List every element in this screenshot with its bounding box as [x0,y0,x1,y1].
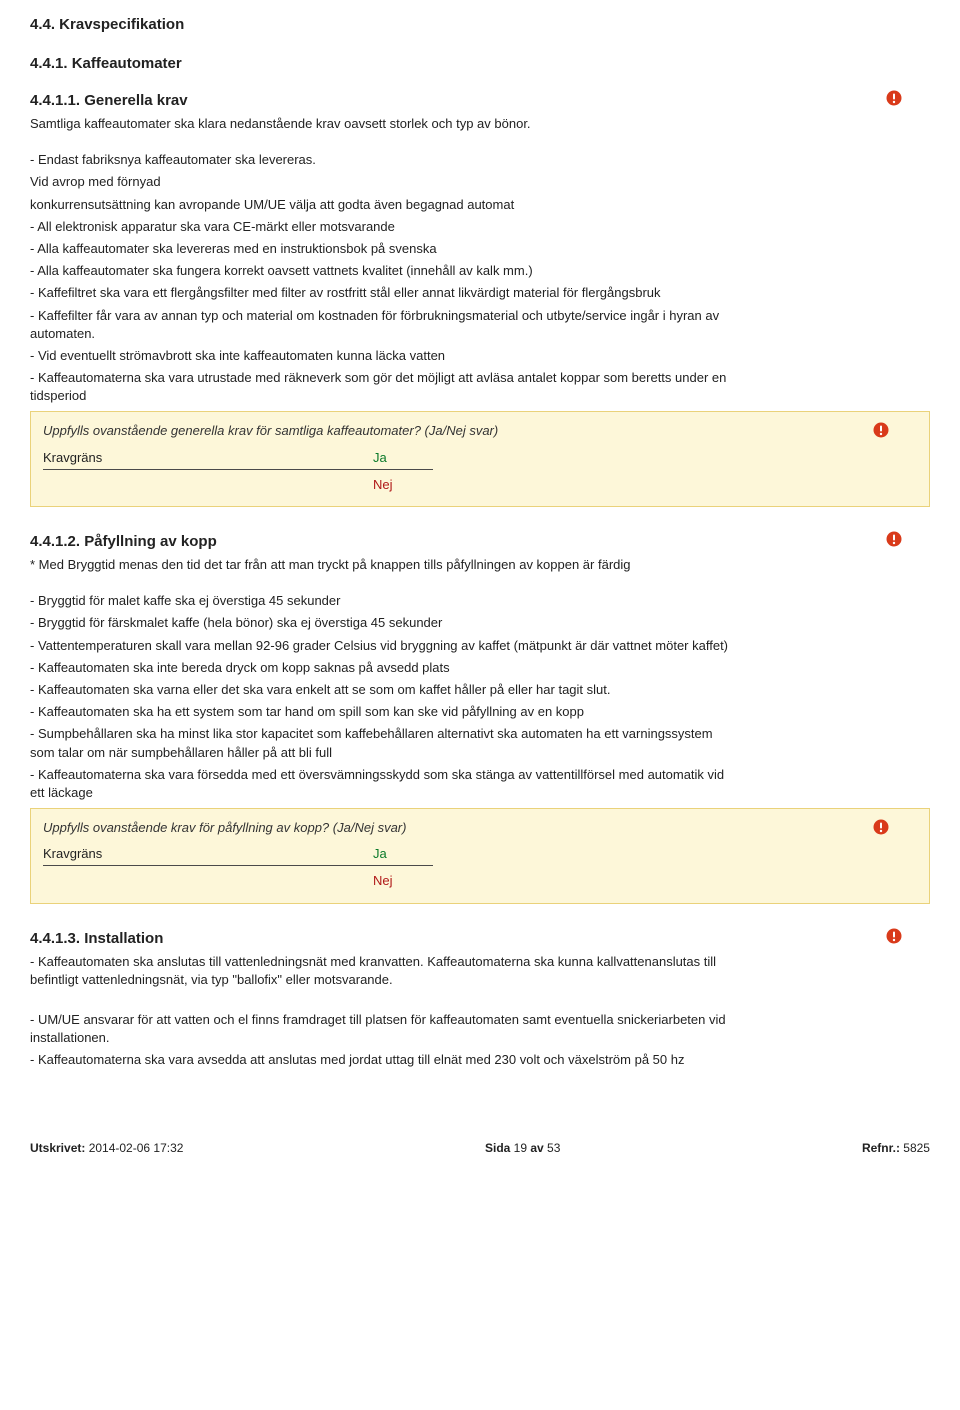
section-4413-title: 4.4.1.3. Installation [30,928,163,949]
footer-ref-value: 5825 [900,1141,930,1155]
footer-printed: Utskrivet: 2014-02-06 17:32 [30,1140,183,1157]
page-footer: Utskrivet: 2014-02-06 17:32 Sida 19 av 5… [30,1140,930,1157]
kravgrans-label: Kravgräns [43,845,373,863]
alert-icon [886,90,902,106]
body-text: - Vattentemperaturen skall vara mellan 9… [30,637,740,655]
body-text: - Kaffefiltret ska vara ett flergångsfil… [30,284,740,302]
alert-icon [873,819,889,835]
answer-ja: Ja [373,449,433,467]
section-4413-header: 4.4.1.3. Installation [30,928,930,949]
section-4411-header: 4.4.1.1. Generella krav [30,90,930,111]
body-text: Vid avrop med förnyad [30,173,740,191]
answer-ja: Ja [373,845,433,863]
nej-row: Nej [43,872,917,890]
footer-page: Sida 19 av 53 [485,1140,560,1157]
body-text: - Endast fabriksnya kaffeautomater ska l… [30,151,740,169]
body-text: - Kaffeautomaten ska varna eller det ska… [30,681,740,699]
footer-ref-label: Refnr.: [862,1141,900,1155]
answer-nej: Nej [373,476,393,494]
question-block-4411: Uppfylls ovanstående generella krav för … [30,411,930,507]
footer-printed-label: Utskrivet: [30,1141,85,1155]
heading-4-4: 4.4. Kravspecifikation [30,14,930,35]
body-text: - Kaffefilter får vara av annan typ och … [30,307,740,343]
footer-printed-value: 2014-02-06 17:32 [85,1141,183,1155]
alert-icon [873,422,889,438]
body-text: - All elektronisk apparatur ska vara CE-… [30,218,740,236]
kravgrans-label: Kravgräns [43,449,373,467]
footer-page-sep: av [527,1141,547,1155]
body-text: - Kaffeautomaterna ska vara avsedda att … [30,1051,740,1069]
footer-page-label: Sida [485,1141,514,1155]
section-4413-body: - Kaffeautomaten ska anslutas till vatte… [30,953,740,1070]
section-4412-title: 4.4.1.2. Påfyllning av kopp [30,531,217,552]
footer-page-total: 53 [547,1141,560,1155]
body-text: - Bryggtid för färskmalet kaffe (hela bö… [30,614,740,632]
kravgrans-row: Kravgräns Ja [43,449,433,470]
body-text: - Kaffeautomaten ska inte bereda dryck o… [30,659,740,677]
section-4411-title: 4.4.1.1. Generella krav [30,90,188,111]
body-text: - Kaffeautomaterna ska vara försedda med… [30,766,740,802]
answer-nej: Nej [373,872,393,890]
footer-page-current: 19 [514,1141,527,1155]
body-text: - UM/UE ansvarar för att vatten och el f… [30,1011,740,1047]
heading-4-4-1: 4.4.1. Kaffeautomater [30,53,930,74]
section-4412-body: * Med Bryggtid menas den tid det tar frå… [30,556,740,802]
body-text: Samtliga kaffeautomater ska klara nedans… [30,115,740,133]
alert-icon [886,928,902,944]
question-text: Uppfylls ovanstående generella krav för … [43,422,498,440]
body-text: - Vid eventuellt strömavbrott ska inte k… [30,347,740,365]
nej-row: Nej [43,476,917,494]
body-text: - Bryggtid för malet kaffe ska ej överst… [30,592,740,610]
body-text: - Alla kaffeautomater ska fungera korrek… [30,262,740,280]
alert-icon [886,531,902,547]
body-text: - Kaffeautomaten ska anslutas till vatte… [30,953,740,989]
body-text: * Med Bryggtid menas den tid det tar frå… [30,556,740,574]
body-text: - Sumpbehållaren ska ha minst lika stor … [30,725,740,761]
question-text: Uppfylls ovanstående krav för påfyllning… [43,819,406,837]
kravgrans-row: Kravgräns Ja [43,845,433,866]
section-4411-body: Samtliga kaffeautomater ska klara nedans… [30,115,740,405]
footer-ref: Refnr.: 5825 [862,1140,930,1157]
body-text: - Kaffeautomaterna ska vara utrustade me… [30,369,740,405]
body-text: - Kaffeautomaten ska ha ett system som t… [30,703,740,721]
body-text: - Alla kaffeautomater ska levereras med … [30,240,740,258]
question-block-4412: Uppfylls ovanstående krav för påfyllning… [30,808,930,904]
body-text: konkurrensutsättning kan avropande UM/UE… [30,196,740,214]
section-4412-header: 4.4.1.2. Påfyllning av kopp [30,531,930,552]
